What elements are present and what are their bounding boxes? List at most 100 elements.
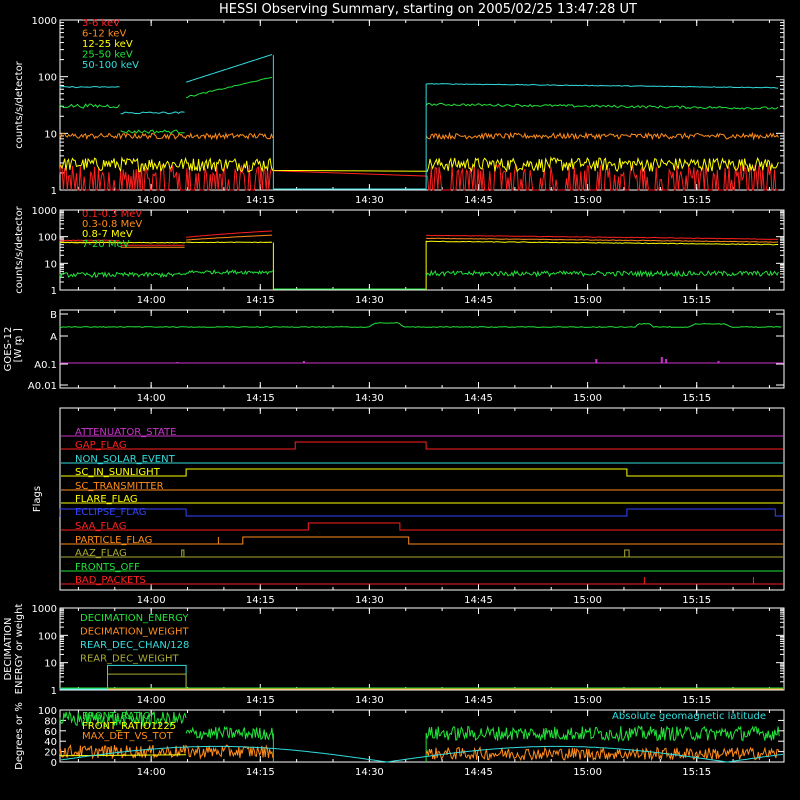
panel2-xtick-label: 15:15 (682, 295, 711, 306)
flag-label-eclipse_flag: ECLIPSE_FLAG (75, 507, 146, 518)
flag-label-fronts_off: FRONTS_OFF (75, 562, 140, 573)
series-rear-dec-weight-line (107, 673, 187, 689)
panel6-xtick-label: 15:15 (682, 767, 711, 778)
panel5-ytick-label: 100 (38, 631, 57, 642)
panel5-xtick-label: 14:30 (355, 695, 384, 706)
flag-line-eclipse_flag (59, 508, 783, 517)
panel5-ytick-label: 10 (44, 659, 57, 670)
panel3-xtick-label: 14:30 (355, 393, 384, 404)
panel1-xtick-label: 14:30 (355, 195, 384, 206)
panel3-ylabel-exp: -2 (18, 338, 26, 345)
panel1-xtick-label: 15:15 (682, 195, 711, 206)
panel4-xtick-label: 14:45 (464, 595, 493, 606)
panel3-ytick-label: A0.1 (34, 360, 57, 371)
series-0.3-0.8mev-line (426, 237, 779, 243)
series-0.8-7mev-line (426, 240, 779, 246)
series-25-50kev-line (185, 76, 273, 99)
series-7-20mev-line (59, 269, 274, 279)
panel2-ylabel: counts/s/detector (14, 205, 25, 293)
flag-pulse-aaz (181, 549, 185, 557)
panel4-xtick-label: 14:00 (137, 595, 166, 606)
panel1-ytick-label: 1000 (32, 16, 57, 27)
panel5-xtick-label: 14:00 (137, 695, 166, 706)
series-0.3-0.8mev-line (186, 234, 273, 241)
panel4-xtick-label: 14:30 (355, 595, 384, 606)
panel3-xtick-label: 15:15 (682, 393, 711, 404)
panel1-xtick-label: 14:00 (137, 195, 166, 206)
series-6-12kev-line (59, 131, 274, 141)
panel6-ytick-label: 100 (38, 706, 57, 717)
panel3-xtick-label: 14:00 (137, 393, 166, 404)
panel4-frame (59, 407, 785, 591)
panel1-xtick-label: 14:45 (464, 195, 493, 206)
panel5-xtick-label: 15:00 (573, 695, 602, 706)
panel3-ylabel-close: ] (13, 328, 24, 332)
panel3-xtick-label: 15:00 (573, 393, 602, 404)
flag-line-particle_flag (61, 536, 783, 545)
panel1-legend-3: 25-50 keV (82, 50, 133, 61)
panel5-xtick-label: 15:15 (682, 695, 711, 706)
series-front-ratio-line (185, 725, 274, 741)
panel2-xtick-label: 14:00 (137, 295, 166, 306)
panel1-xtick-label: 14:15 (246, 195, 275, 206)
flag-label-saa_flag: SAA_FLAG (75, 521, 126, 532)
panel5-ylabel: DECIMATION (3, 617, 14, 680)
series-50-100kev-line (59, 85, 120, 89)
series-7-20mev-line (425, 269, 779, 278)
panel3-ytick-label: A0.01 (28, 381, 57, 392)
flag-label-attenuator_state: ATTENUATOR_STATE (75, 427, 176, 438)
panel3-frame (59, 309, 785, 389)
panel5-legend-3: REAR_DEC_WEIGHT (80, 654, 179, 665)
panel6-xtick-label: 14:00 (137, 767, 166, 778)
flag-label-flare_flag: FLARE_FLAG (75, 494, 138, 505)
flag-label-particle_flag: PARTICLE_FLAG (75, 535, 152, 546)
panel6-xtick-label: 14:15 (246, 767, 275, 778)
series-25-50kev-line (120, 129, 185, 134)
series-6-12kev-line (425, 131, 779, 141)
panel2-ytick-label: 10 (44, 259, 57, 270)
panel2-legend-0: 0.1-0.3 MeV (82, 209, 142, 220)
panel3-ylabel: [W m (13, 336, 24, 363)
panel2-xtick-label: 14:15 (246, 295, 275, 306)
series-goes-long-line (59, 322, 782, 328)
panel2-legend-3: 7-20 MeV (82, 239, 130, 250)
series-50-100kev-line (185, 54, 273, 83)
flag-label-aaz_flag: AAZ_FLAG (75, 548, 127, 559)
panel4-ylabel: Flags (32, 486, 43, 512)
series-front-ratio1225-line (59, 754, 187, 757)
panel3-ylabel: GOES-12 (3, 327, 14, 372)
panel1-ylabel: counts/s/detector (14, 60, 25, 148)
series-0.8-7mev-line (186, 241, 273, 244)
series-geomagnetic-latitude-line (60, 745, 784, 763)
panel6-xtick-label: 15:00 (573, 767, 602, 778)
panel2-legend-2: 0.8-7 MeV (82, 229, 133, 240)
panel3-ytick-label: A (50, 332, 57, 343)
panel1-legend-4: 50-100 keV (82, 60, 139, 71)
series-front-ratio-line (425, 725, 780, 743)
panel5-legend-2: REAR_DEC_CHAN/128 (80, 640, 189, 651)
panel1-legend-1: 6-12 keV (82, 29, 126, 40)
panel2-ytick-label: 1000 (32, 206, 57, 217)
series-12-25kev-line (59, 156, 779, 173)
panel6-ytick-label: 40 (44, 737, 57, 748)
panel2-ytick-label: 1 (51, 286, 57, 297)
panel6-frame (59, 709, 785, 763)
series-25-50kev-line (425, 102, 779, 110)
panel2-frame (59, 209, 785, 291)
panel6-xtick-label: 14:45 (464, 767, 493, 778)
panel2-ytick-label: 100 (38, 233, 57, 244)
panel4-xtick-label: 15:00 (573, 595, 602, 606)
flag-label-non_solar_event: NON_SOLAR_EVENT (75, 454, 176, 465)
panel6-annotation: Absolute geomagnetic latitude (612, 711, 766, 722)
panel5-xtick-label: 14:45 (464, 695, 493, 706)
panel3-ytick-label: B (50, 310, 57, 321)
panel1-ytick-label: 10 (44, 129, 57, 140)
panel6-ytick-label: 20 (44, 748, 57, 759)
chart-title: HESSI Observing Summary, starting on 200… (219, 2, 637, 17)
panel5-legend-1: DECIMATION_WEIGHT (80, 627, 189, 638)
panel5-frame (59, 607, 785, 691)
series-rear-dec-chan-line (59, 664, 187, 690)
series-0.8-7mev-line (59, 241, 186, 244)
